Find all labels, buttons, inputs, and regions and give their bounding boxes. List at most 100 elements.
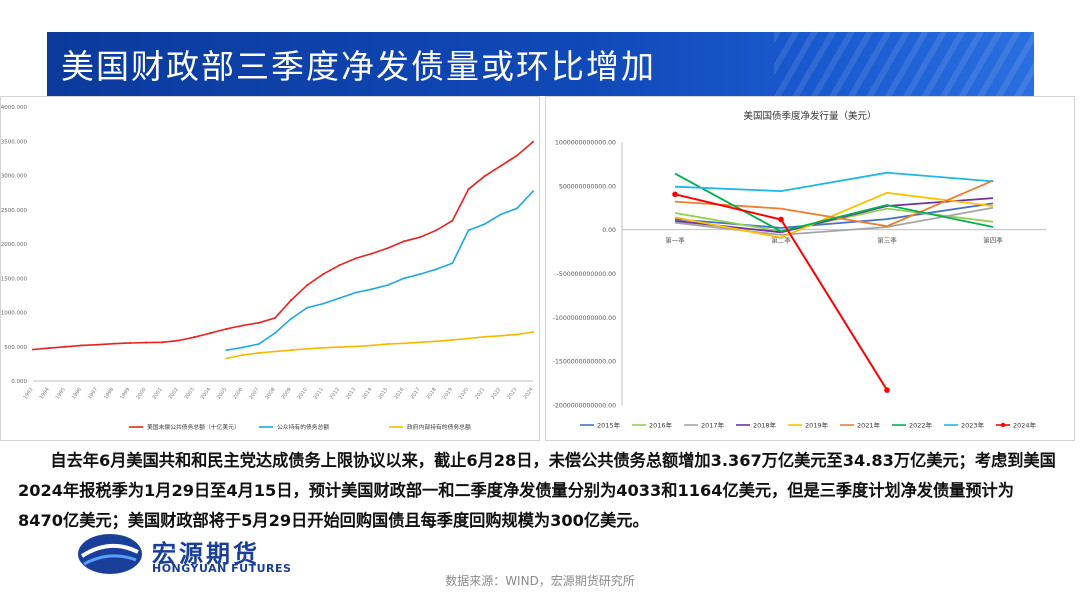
data-point [290, 317, 293, 320]
series-line [32, 141, 534, 351]
data-point [225, 357, 228, 360]
company-logo: 宏源期货 HONGYUAN FUTURES [76, 530, 316, 578]
x-tick-label: 1995 [55, 387, 67, 401]
data-source-note: 数据来源：WIND，宏源期货研究所 [445, 574, 635, 588]
x-tick-label: 2012 [329, 387, 341, 401]
x-tick-label: 1994 [39, 387, 51, 401]
data-point [435, 268, 438, 271]
data-point [241, 324, 244, 327]
data-point [515, 207, 518, 210]
data-point [96, 343, 99, 346]
series-line [674, 172, 994, 233]
data-point [435, 229, 438, 232]
data-point [306, 347, 309, 350]
y-tick-label: 4000.000 [1, 105, 27, 111]
x-tick-label: 1997 [87, 387, 99, 401]
x-tick-label: 1998 [103, 387, 115, 401]
y-tick-label: -1500000000000.00 [553, 359, 616, 366]
x-tick-label: 2007 [248, 387, 260, 401]
data-point [209, 332, 212, 335]
y-tick-label: 2500.000 [1, 208, 27, 214]
data-point [402, 277, 405, 280]
y-tick-label: 3500.000 [1, 139, 27, 145]
title-banner: 美国财政部三季度净发债量或环比增加 [47, 32, 1034, 96]
x-tick-label: 2008 [264, 387, 276, 401]
x-tick-label: 第三季 [877, 236, 897, 245]
data-point [532, 190, 534, 193]
logo-mark-icon [78, 534, 142, 574]
left-chart-panel: 0.000 500.000 1000.000 1500.000 2000.000 2500… [0, 96, 540, 441]
data-point [386, 284, 389, 287]
y-tick-label: 1000000000000.00 [555, 140, 616, 147]
y-tick-label: 0.000 [11, 379, 27, 385]
y-tick-label: 3000.000 [1, 174, 27, 180]
right-chart-panel: 美国国债季度净发行量（美元） 1000000000000.00 5000000000… [545, 96, 1075, 441]
data-point [32, 348, 34, 351]
y-tick-label: -1000000000000.00 [553, 315, 616, 322]
data-point [467, 229, 470, 232]
logo-chinese-name: 宏源期货 [152, 540, 260, 568]
legend-label: 2018年 [753, 421, 777, 430]
x-tick-label: 2011 [313, 387, 325, 401]
series-line [674, 191, 994, 239]
data-point [48, 347, 51, 350]
y-tick-label: -2000000000000.00 [553, 403, 616, 410]
data-point [467, 337, 470, 340]
x-tick-label: 2013 [345, 387, 357, 401]
y-tick-label: 500000000000.00 [559, 183, 616, 190]
legend-label: 政府内部持有的债务总额 [407, 423, 471, 431]
data-point [515, 333, 518, 336]
data-point [451, 262, 454, 265]
y-tick-label: -500000000000.00 [557, 271, 616, 278]
debt-total-line-chart: 0.000 500.000 1000.000 1500.000 2000.000 2500… [1, 105, 535, 431]
data-point [370, 252, 373, 255]
data-point [193, 336, 196, 339]
data-point [483, 335, 486, 338]
x-tick-label: 2024 [522, 387, 534, 401]
y-tick-label: 1500.000 [1, 276, 27, 282]
data-point [257, 351, 260, 354]
x-tick-label: 第四季 [983, 236, 1003, 245]
x-tick-label: 2016 [393, 387, 405, 401]
data-point [225, 327, 228, 330]
data-point [306, 306, 309, 309]
legend-label: 2021年 [857, 421, 881, 430]
data-point [80, 344, 83, 347]
data-point [778, 216, 784, 223]
x-tick-label: 2022 [490, 387, 502, 401]
data-point [499, 334, 502, 337]
data-point [177, 339, 180, 342]
logo-english-name: HONGYUAN FUTURES [152, 562, 292, 575]
y-tick-label: 2000.000 [1, 242, 27, 248]
data-point [672, 191, 678, 198]
data-point [499, 164, 502, 167]
data-point [532, 331, 534, 334]
data-point [273, 332, 276, 335]
data-point [322, 302, 325, 305]
x-tick-label: 2019 [442, 387, 454, 401]
x-tick-label: 2002 [168, 387, 180, 401]
data-point [483, 175, 486, 178]
x-tick-label: 2018 [426, 387, 438, 401]
data-point [338, 264, 341, 267]
legend-label: 2019年 [805, 421, 829, 430]
data-point [290, 299, 293, 302]
legend-label: 2023年 [961, 421, 985, 430]
x-tick-label: 第二季 [771, 236, 791, 245]
legend-label: 2017年 [701, 421, 725, 430]
data-point [257, 321, 260, 324]
series-line [674, 206, 994, 236]
x-tick-label: 2000 [135, 387, 147, 401]
data-point [451, 219, 454, 222]
x-tick-label: 2001 [151, 387, 163, 401]
y-tick-label: 0.00 [602, 227, 616, 234]
data-point [354, 345, 357, 348]
data-point [499, 213, 502, 216]
x-tick-label: 2023 [506, 387, 518, 401]
legend-marker [1000, 422, 1006, 428]
data-point [435, 340, 438, 343]
x-tick-label: 2021 [474, 387, 486, 401]
legend-label: 公众持有的债务总额 [277, 423, 329, 431]
data-point [483, 223, 486, 226]
data-point [322, 346, 325, 349]
